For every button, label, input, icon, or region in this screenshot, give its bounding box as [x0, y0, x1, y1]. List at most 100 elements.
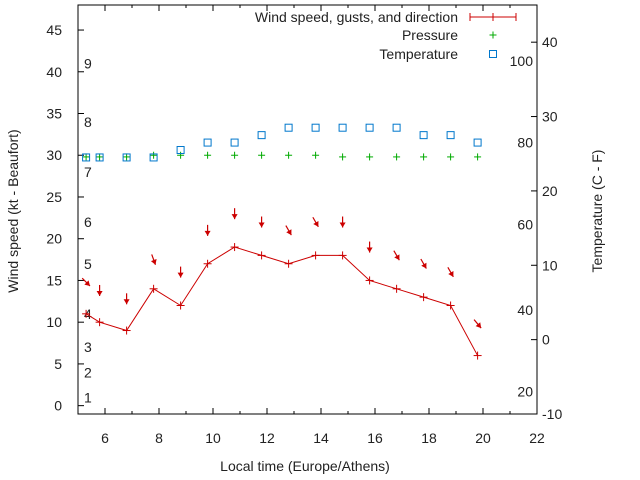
y2-tick-label: 40	[542, 34, 558, 50]
arrow-head	[339, 222, 346, 228]
wind-direction-arrow	[177, 266, 184, 278]
arrow-head	[231, 214, 238, 220]
wind-point	[95, 318, 104, 327]
y-axis-title: Wind speed (kt - Beaufort)	[5, 129, 21, 292]
temperature-point	[95, 153, 104, 162]
pressure-point	[474, 153, 482, 161]
arrow-head	[475, 322, 482, 329]
y-tick-label: 45	[46, 22, 62, 38]
fahrenheit-label: 100	[510, 53, 534, 69]
x-tick-label: 14	[313, 430, 329, 446]
y-tick-label: 25	[46, 189, 62, 205]
pressure-point	[285, 151, 293, 159]
pressure-point	[177, 151, 185, 159]
x-tick-label: 16	[367, 430, 383, 446]
temperature-point	[446, 131, 455, 140]
pressure-point	[150, 151, 158, 159]
x-axis-title: Local time (Europe/Athens)	[220, 458, 390, 474]
temperature-point	[419, 131, 428, 140]
y2-tick-label: 20	[542, 183, 558, 199]
wind-point	[82, 309, 91, 318]
wind-speed-line	[85, 246, 479, 356]
y2-tick-label: 10	[542, 257, 558, 273]
series-group	[81, 123, 482, 360]
beaufort-label: 8	[84, 114, 92, 130]
arrow-head	[394, 254, 400, 261]
wind-point	[176, 301, 185, 310]
wind-point	[419, 293, 428, 302]
x-tick-label: 10	[205, 430, 221, 446]
x-tick-label: 6	[101, 430, 109, 446]
plot-frame-group	[77, 4, 538, 415]
temperature-point	[365, 123, 374, 132]
ticks-group: 6 8 10 12 14 16 18 20 22051015202530354045-10010…	[46, 5, 562, 446]
pressure-point	[420, 153, 428, 161]
temperature-point	[230, 138, 239, 147]
wind-direction-arrow	[312, 216, 319, 228]
pressure-point	[447, 153, 455, 161]
wind-direction-arrow	[231, 208, 238, 220]
wind-direction-arrow	[285, 225, 292, 236]
y-tick-label: 20	[46, 231, 62, 247]
wind-direction-arrow	[96, 284, 103, 296]
pressure-point	[339, 153, 347, 161]
beaufort-label: 2	[84, 364, 92, 380]
temperature-point	[122, 153, 131, 162]
y2-tick-label: 0	[542, 332, 550, 348]
wind-point	[203, 259, 212, 268]
beaufort-label: 3	[84, 339, 92, 355]
beaufort-label: 6	[84, 214, 92, 230]
legend: Wind speed, gusts, and direction Pressur…	[255, 9, 517, 62]
temperature-point	[176, 146, 185, 155]
wind-direction-arrow	[123, 293, 130, 305]
arrow-head	[84, 280, 90, 287]
y-tick-label: 0	[54, 398, 62, 414]
y-tick-label: 15	[46, 272, 62, 288]
arrow-head	[258, 222, 265, 228]
legend-label-pressure: Pressure	[402, 27, 458, 43]
arrow-head	[366, 247, 373, 253]
x-tick-label: 8	[155, 430, 163, 446]
wind-direction-arrow	[204, 224, 211, 236]
wind-direction-arrow	[393, 250, 400, 261]
wind-point	[392, 284, 401, 293]
temperature-point	[203, 138, 212, 147]
wind-point	[311, 251, 320, 260]
y2-tick-label: -10	[542, 406, 562, 422]
pressure-point	[258, 151, 266, 159]
pressure-point	[231, 151, 239, 159]
beaufort-label: 1	[84, 389, 92, 405]
x-tick-label: 18	[421, 430, 437, 446]
wind-direction-arrow	[447, 267, 454, 278]
wind-point	[446, 301, 455, 310]
temperature-point	[149, 153, 158, 162]
y-tick-label: 30	[46, 147, 62, 163]
arrow-head	[96, 290, 103, 296]
arrow-head	[286, 229, 292, 236]
arrow-head	[150, 259, 157, 265]
wind-point	[230, 243, 239, 252]
y-tick-label: 35	[46, 106, 62, 122]
arrow-head	[177, 272, 184, 278]
fahrenheit-label: 80	[517, 135, 533, 151]
arrow-head	[313, 220, 319, 227]
y2-axis-title: Temperature (C - F)	[589, 150, 605, 273]
y-tick-label: 40	[46, 64, 62, 80]
arrow-head	[204, 230, 211, 236]
temperature-point	[257, 131, 266, 140]
x-tick-label: 22	[529, 430, 545, 446]
pressure-point	[312, 151, 320, 159]
arrow-head	[448, 271, 454, 277]
y2-tick-label: 30	[542, 109, 558, 125]
temperature-point	[392, 123, 401, 132]
pressure-point	[393, 153, 401, 161]
temperature-point	[284, 123, 293, 132]
temperature-point	[82, 153, 91, 162]
pressure-point	[123, 153, 131, 161]
pressure-point	[204, 151, 212, 159]
beaufort-label: 7	[84, 164, 92, 180]
arrow-head	[123, 299, 130, 305]
wind-direction-arrow	[339, 216, 346, 228]
beaufort-label: 5	[84, 256, 92, 272]
